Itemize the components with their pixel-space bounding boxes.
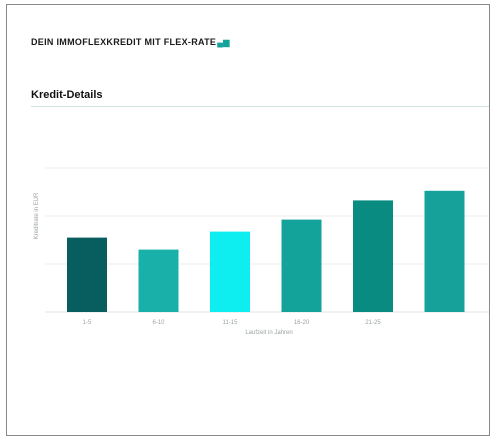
y-axis-label: Kreditrate in EUR [34, 192, 40, 239]
section-divider [31, 106, 489, 107]
bar-2 [138, 249, 179, 312]
bar-4 [281, 219, 322, 312]
x-tick-label: 16-20 [294, 320, 310, 326]
bar-5 [353, 200, 393, 312]
page-title-text: DEIN IMMOFLEXKREDIT MIT FLEX-RATE [31, 37, 217, 47]
x-tick-label: 1-5 [83, 320, 92, 326]
bar-6 [424, 190, 465, 312]
x-tick-label: 21-25 [365, 320, 381, 326]
x-tick-label: 11-15 [223, 320, 239, 326]
x-tick-label: 6-10 [152, 320, 165, 326]
bar-chart-icon: ▄▆ [217, 38, 230, 47]
page-title: DEIN IMMOFLEXKREDIT MIT FLEX-RATE▄▆ [31, 37, 230, 47]
bar-1 [67, 237, 107, 312]
section-title: Kredit-Details [31, 89, 103, 101]
bar-3 [210, 231, 250, 312]
content-frame [6, 4, 490, 436]
x-axis-label: Laufzeit in Jahren [245, 330, 292, 336]
